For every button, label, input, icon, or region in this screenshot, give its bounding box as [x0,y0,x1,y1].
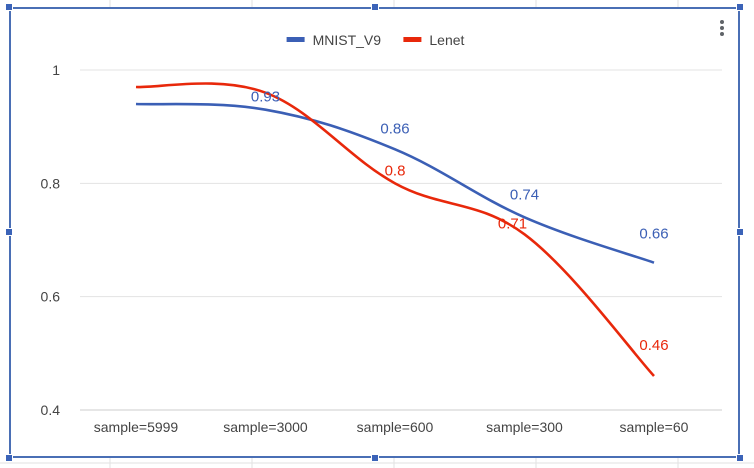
y-tick-label: 1 [52,62,60,78]
series-line-mnist-v9 [135,102,655,264]
x-tick-label: sample=300 [486,419,563,435]
resize-handle-bottom-center[interactable] [371,454,379,462]
resize-handle-bottom-left[interactable] [5,454,13,462]
legend-label: Lenet [429,32,464,48]
data-label: 0.66 [639,226,668,243]
x-tick-label: sample=600 [357,419,434,435]
legend-swatch [286,37,305,42]
data-label: 0.93 [251,89,280,106]
y-tick-label: 0.4 [41,402,61,418]
resize-handle-top-left[interactable] [5,3,13,11]
data-label: 0.74 [510,186,539,203]
y-tick-label: 0.6 [41,289,61,305]
data-label: 0.86 [380,120,409,137]
series-line-lenet [135,82,655,377]
gridlines [80,69,722,411]
resize-handle-bottom-right[interactable] [736,454,744,462]
x-tick-label: sample=3000 [223,419,308,435]
x-tick-label: sample=60 [620,419,689,435]
y-tick-label: 0.8 [41,175,61,191]
more-vert-icon[interactable] [716,18,728,40]
resize-handle-top-right[interactable] [736,3,744,11]
resize-handle-middle-right[interactable] [736,228,744,236]
data-label: 0.8 [385,162,406,179]
data-label: 0.71 [498,215,527,232]
chart-container[interactable] [9,7,740,458]
resize-handle-top-center[interactable] [371,3,379,11]
legend-swatch [403,37,422,42]
x-tick-label: sample=5999 [94,419,179,435]
data-label: 0.46 [639,337,668,354]
legend: MNIST_V9 Lenet [286,32,465,48]
legend-label: MNIST_V9 [313,32,382,48]
resize-handle-middle-left[interactable] [5,228,13,236]
